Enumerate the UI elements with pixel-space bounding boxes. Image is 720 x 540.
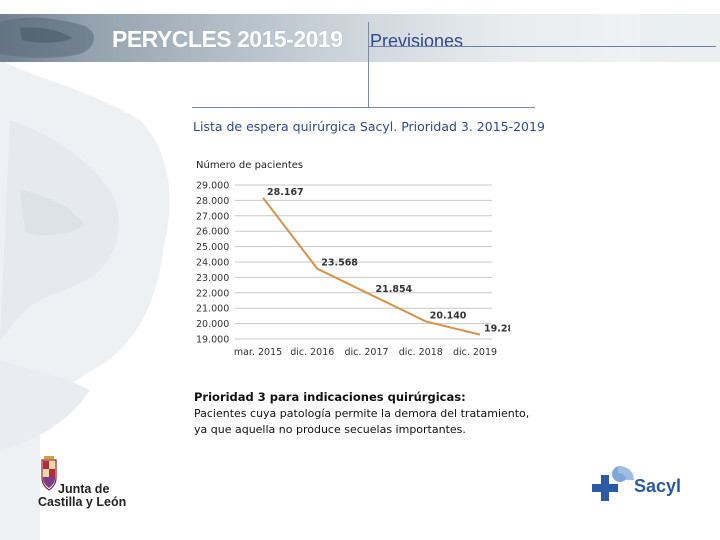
data-label: 19.283 [484, 324, 510, 335]
x-tick-label: mar. 2015 [234, 347, 282, 358]
vertical-divider [368, 22, 369, 108]
data-label: 21.854 [376, 284, 413, 295]
y-tick-label: 21.000 [196, 304, 229, 315]
x-tick-label: dic. 2016 [290, 347, 334, 358]
x-tick-label: dic. 2018 [399, 347, 443, 358]
y-tick-label: 19.000 [196, 335, 229, 346]
y-tick-label: 25.000 [196, 242, 229, 253]
jcyl-coat-of-arms-icon [41, 456, 57, 491]
sacyl-wordmark: Sacyl [634, 476, 682, 496]
y-tick-label: 26.000 [196, 227, 229, 238]
note-line-1: Pacientes cuya patología permite la demo… [194, 407, 530, 420]
chart-subtitle: Lista de espera quirúrgica Sacyl. Priori… [193, 119, 545, 134]
y-tick-label: 24.000 [196, 258, 229, 269]
header-banner [0, 14, 720, 62]
note-body: Pacientes cuya patología permite la demo… [194, 406, 534, 438]
line-chart: Número de pacientes 19.000 20.000 21.000 22… [196, 159, 510, 358]
title-underline [368, 46, 716, 47]
jcyl-wordmark: Junta de Castilla y León [38, 482, 126, 509]
jcyl-line-2: Castilla y León [38, 495, 127, 509]
y-tick-label: 27.000 [196, 211, 229, 222]
x-tick-labels: mar. 2015 dic. 2016 dic. 2017 dic. 2018 dic.… [234, 347, 497, 358]
sacyl-logo-icon [592, 466, 634, 501]
x-tick-label: dic. 2017 [344, 347, 388, 358]
brand-title: PERYCLES 2015-2019 [112, 26, 343, 52]
x-tick-label: dic. 2019 [453, 347, 497, 358]
note-title: Prioridad 3 para indicaciones quirúrgica… [194, 390, 466, 404]
data-label: 28.167 [267, 187, 304, 198]
y-tick-label: 22.000 [196, 288, 229, 299]
data-label: 23.568 [321, 258, 358, 269]
y-tick-label: 20.000 [196, 319, 229, 330]
gridlines [235, 184, 492, 340]
note-line-2: ya que aquella no produce secuelas impor… [194, 423, 466, 436]
section-title: Previsiones [370, 31, 464, 51]
horizontal-divider [192, 107, 535, 108]
y-tick-label: 28.000 [196, 196, 229, 207]
y-tick-label: 23.000 [196, 273, 229, 284]
jcyl-line-1: Junta de [58, 482, 110, 496]
data-label: 20.140 [430, 310, 467, 321]
y-tick-label: 29.000 [196, 181, 229, 192]
y-tick-labels: 19.000 20.000 21.000 22.000 23.000 24.000 25.0… [196, 181, 229, 346]
series-line [262, 197, 481, 336]
data-labels: 28.167 23.568 21.854 20.140 19.283 [267, 187, 510, 335]
y-axis-label: Número de pacientes [196, 159, 303, 171]
